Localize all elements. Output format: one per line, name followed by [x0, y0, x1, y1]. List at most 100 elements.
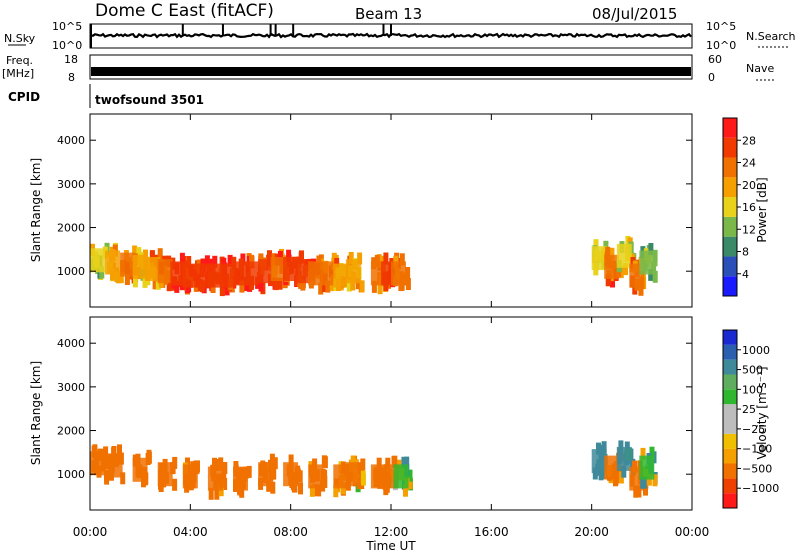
data-cell: [214, 487, 220, 500]
data-cell-core: [132, 457, 148, 482]
y-tick-label: 1000: [57, 468, 85, 481]
data-cell: [212, 457, 217, 470]
data-cell: [295, 468, 301, 481]
data-cell: [322, 469, 328, 482]
colorbar-tick-label: 8: [742, 246, 749, 259]
colorbar-tick-label: 25: [742, 403, 756, 416]
data-cell-core: [182, 464, 198, 489]
data-cell: [111, 447, 117, 460]
data-cell: [246, 465, 252, 478]
data-cell: [399, 253, 405, 266]
data-cell: [348, 252, 354, 264]
velocity-colorbar-label: Velocity [m s⁻¹]: [755, 366, 769, 459]
x-tick-label: 04:00: [173, 525, 208, 539]
data-cell: [596, 442, 601, 455]
colorbar-tick-label: 28: [742, 134, 756, 147]
power-colorbar-label: Power [dB]: [755, 177, 769, 242]
colorbar-tick-label: 4: [742, 268, 749, 281]
beam-label: Beam 13: [355, 5, 422, 23]
data-cell: [325, 280, 331, 293]
data-cell: [219, 284, 225, 297]
data-cell-core: [345, 462, 361, 487]
data-cell-core: [320, 261, 336, 286]
data-cell: [392, 455, 398, 468]
colorbar-swatch: [723, 419, 737, 434]
data-cell: [593, 239, 599, 252]
nave-label: Nave: [746, 62, 774, 75]
nsky-trace: [89, 24, 692, 48]
data-cell: [621, 465, 627, 478]
data-cell: [170, 462, 176, 474]
nsearch-tick-bottom: 10^0: [706, 39, 736, 52]
y-tick-label: 3000: [57, 178, 85, 191]
data-cell: [401, 456, 407, 469]
colorbar-swatch: [723, 216, 737, 237]
colorbar-swatch: [723, 359, 737, 375]
colorbar-frame: [722, 329, 738, 509]
data-cell-core: [233, 261, 248, 286]
power-data: [90, 235, 658, 297]
data-cell: [610, 275, 615, 288]
data-cell: [405, 278, 411, 290]
data-cell-core: [591, 449, 607, 474]
data-cell: [377, 282, 383, 295]
y-tick-label: 4000: [57, 337, 85, 350]
data-cell: [132, 275, 138, 288]
data-cell: [132, 245, 138, 258]
freq-tick-bottom: 8: [68, 71, 75, 84]
data-cell-core: [120, 252, 136, 277]
data-cell: [649, 446, 655, 459]
x-tick-label: 20:00: [574, 525, 609, 539]
colorbar-tick-label: 500: [742, 364, 763, 377]
data-cell-core: [145, 257, 161, 281]
data-cell-core: [391, 261, 406, 286]
power-y-axis: 1000 2000 3000 4000: [57, 134, 692, 278]
data-cell-core: [283, 257, 299, 281]
colorbar-tick-label: −25: [742, 423, 765, 436]
nsky-strip: N.Sky 10^5 10^0 10^5 10^0 N.Search: [4, 20, 796, 52]
colorbar-swatch: [723, 256, 737, 277]
data-cell: [277, 277, 283, 290]
data-cell: [149, 250, 155, 263]
data-cell-core: [616, 243, 632, 268]
data-cell: [146, 449, 152, 462]
colorbar-swatch: [723, 330, 737, 345]
data-cell: [640, 447, 646, 460]
data-cell: [118, 271, 124, 284]
data-cell: [623, 263, 628, 276]
colorbar-swatch: [723, 389, 737, 405]
data-cell: [174, 280, 180, 293]
power-panel: 1000 2000 3000 4000 Slant Range [km] 4 8 12 16…: [29, 113, 769, 308]
x-tick-label: 12:00: [374, 525, 409, 539]
data-cell-core: [345, 259, 361, 284]
nave-tick-top: 60: [708, 53, 722, 66]
nsearch-tick-top: 10^5: [706, 20, 736, 33]
colorbar-tick-label: 12: [742, 223, 756, 236]
data-cell: [374, 254, 380, 267]
colorbar-swatch: [723, 463, 737, 479]
data-cell: [215, 459, 221, 471]
colorbar-swatch: [723, 118, 737, 138]
y-tick-label: 3000: [57, 381, 85, 394]
x-tick-label: 00:00: [675, 525, 710, 539]
data-cell: [383, 252, 389, 265]
freq-label: Freq.: [6, 54, 33, 67]
data-cell: [299, 250, 304, 263]
data-cell: [120, 472, 126, 485]
data-cell: [204, 255, 210, 268]
data-cell-core: [207, 263, 223, 288]
data-cell: [286, 249, 292, 262]
data-cell-core: [105, 250, 120, 275]
data-cell-core: [591, 246, 607, 271]
freq-strip: Freq. [MHz] 18 8 60 0 Nave: [2, 53, 776, 84]
data-cell-core: [157, 259, 173, 284]
data-cell-core: [220, 263, 236, 288]
data-cell-core: [604, 455, 620, 480]
velocity-colorbar: −1000 −500 −100 −25 25 100 500 1000: [722, 329, 779, 509]
data-cell: [239, 280, 245, 293]
data-cell: [405, 267, 411, 279]
data-cell: [157, 248, 163, 261]
data-cell: [103, 457, 109, 470]
data-cell-core: [370, 464, 386, 489]
